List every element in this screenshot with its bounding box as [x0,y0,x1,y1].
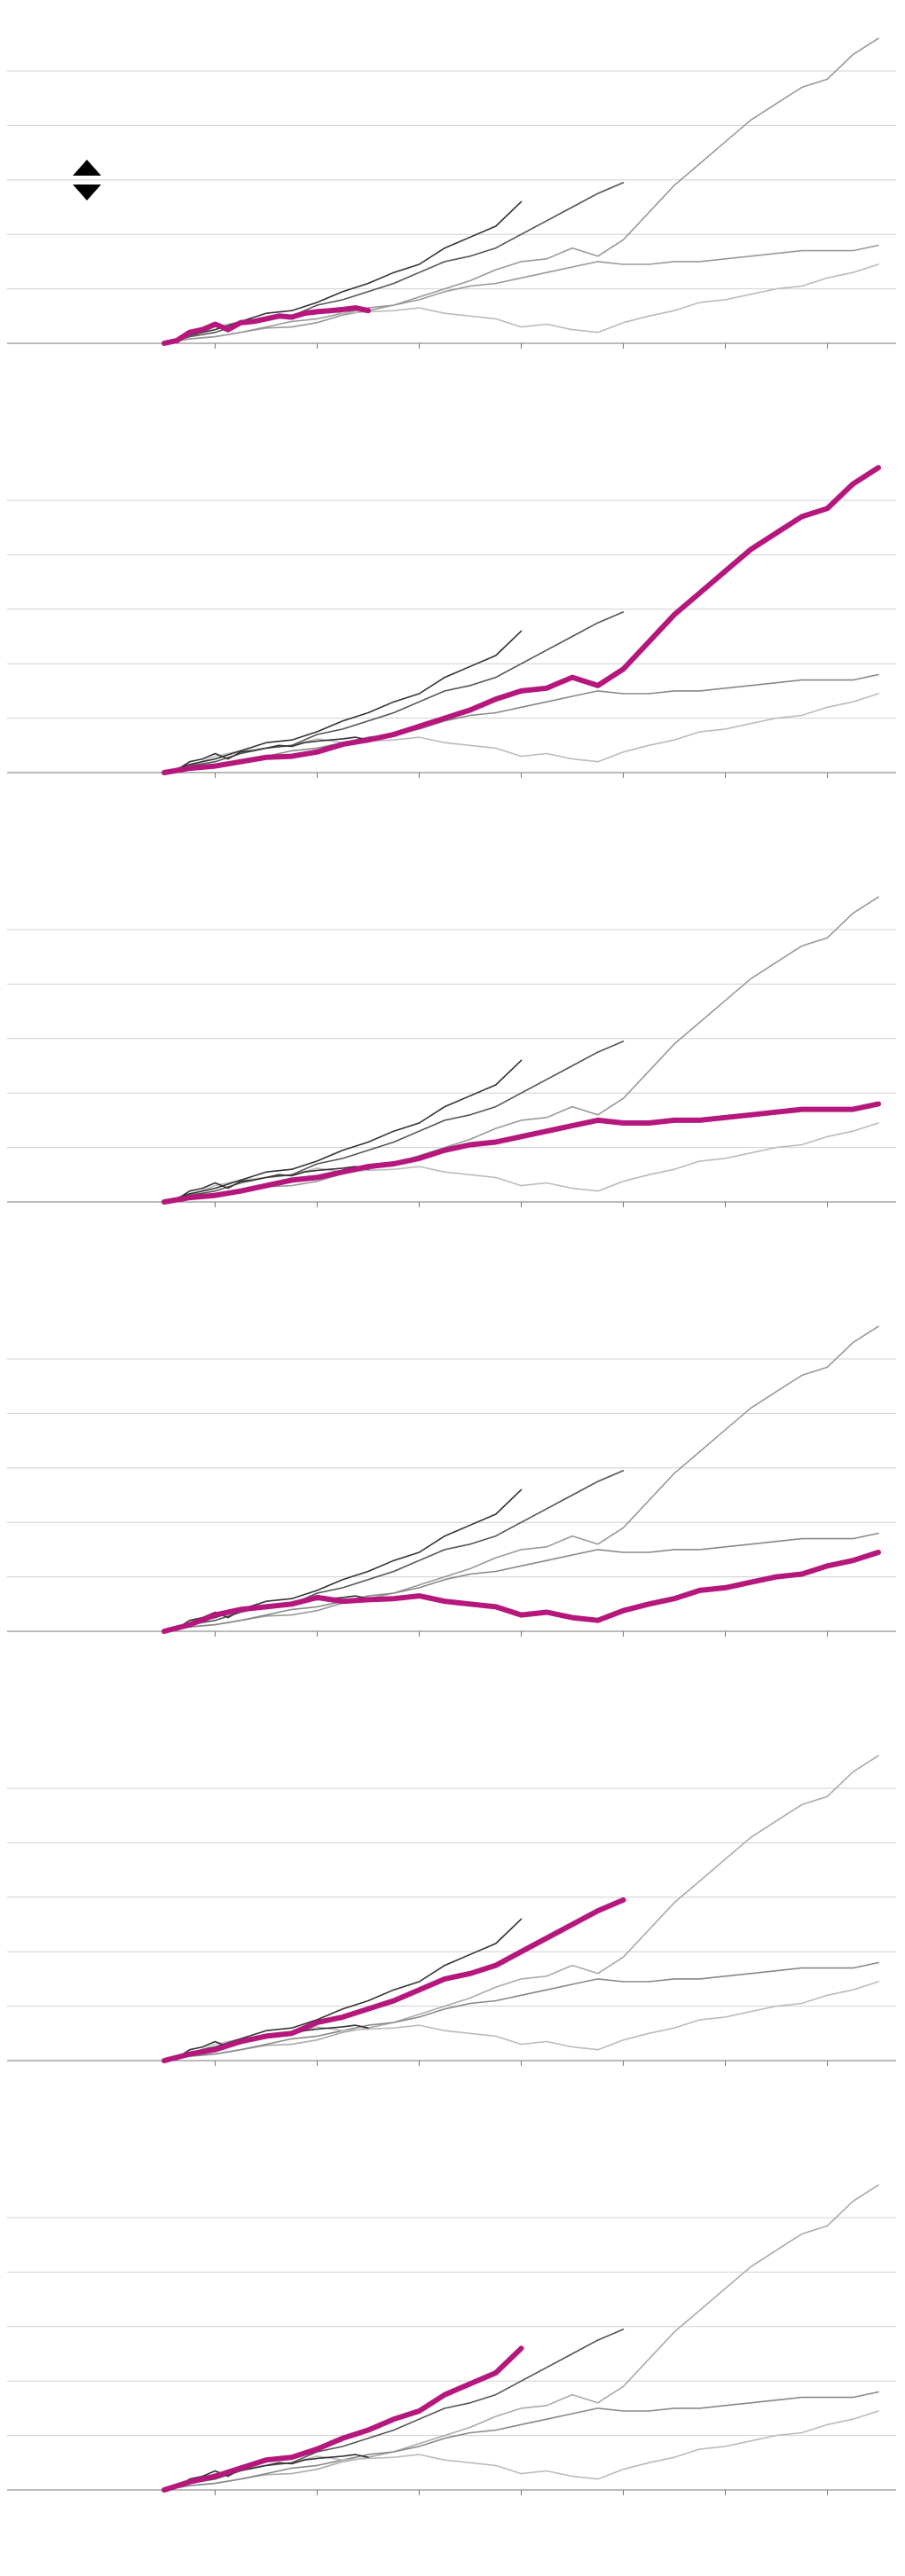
context-series-line [163,1755,879,2062]
context-series-line [163,182,625,344]
context-series-line [163,2329,625,2491]
highlighted-series-line [161,1101,881,1205]
chart-panel-svg [7,2184,896,2495]
context-series-line [163,2391,879,2491]
chart-panel [0,0,905,429]
context-series-line [163,200,523,344]
context-series-line [163,1470,625,1632]
context-series-line [163,1918,523,2062]
highlighted-series-line [161,2345,524,2493]
context-series-line [163,1325,879,1632]
context-series-line [163,1059,523,1203]
context-series-line [163,736,369,774]
context-series-line [163,263,879,344]
highlighted-series-line [161,465,881,775]
context-series-line [163,37,879,344]
chart-panel-svg [7,37,896,349]
chart-panel [0,1717,905,2147]
chart-panel [0,429,905,859]
chart-panel [0,1288,905,1717]
chart-panel [0,2147,905,2576]
highlighted-series-line [161,1897,626,2063]
context-series-line [163,2454,369,2491]
sort-control[interactable] [71,158,103,202]
context-series-line [163,673,879,774]
highlighted-series-line [161,1550,881,1634]
chart-panel-svg [7,465,896,778]
context-series-line [163,630,523,774]
chart-panel-svg [7,1755,896,2066]
sort-down-arrow[interactable] [73,185,101,200]
context-series-line [163,1488,523,1632]
chart-panel [0,859,905,1288]
chart-panel-svg [7,896,896,1207]
context-series-line [163,693,879,774]
context-series-line [163,1981,879,2062]
context-series-line [163,2184,879,2491]
context-series-line [163,1166,369,1203]
context-series-line [163,2410,879,2491]
context-series-line [163,1532,879,1632]
chart-panel-svg [7,1325,896,1637]
context-series-line [163,1961,879,2062]
context-series-line [163,611,625,774]
sort-up-arrow[interactable] [73,160,101,176]
highlighted-series-line [161,305,371,346]
sort-up-down-icon [73,160,101,200]
context-series-line [163,1041,625,1203]
context-series-line [163,244,879,344]
context-series-line [163,896,879,1203]
